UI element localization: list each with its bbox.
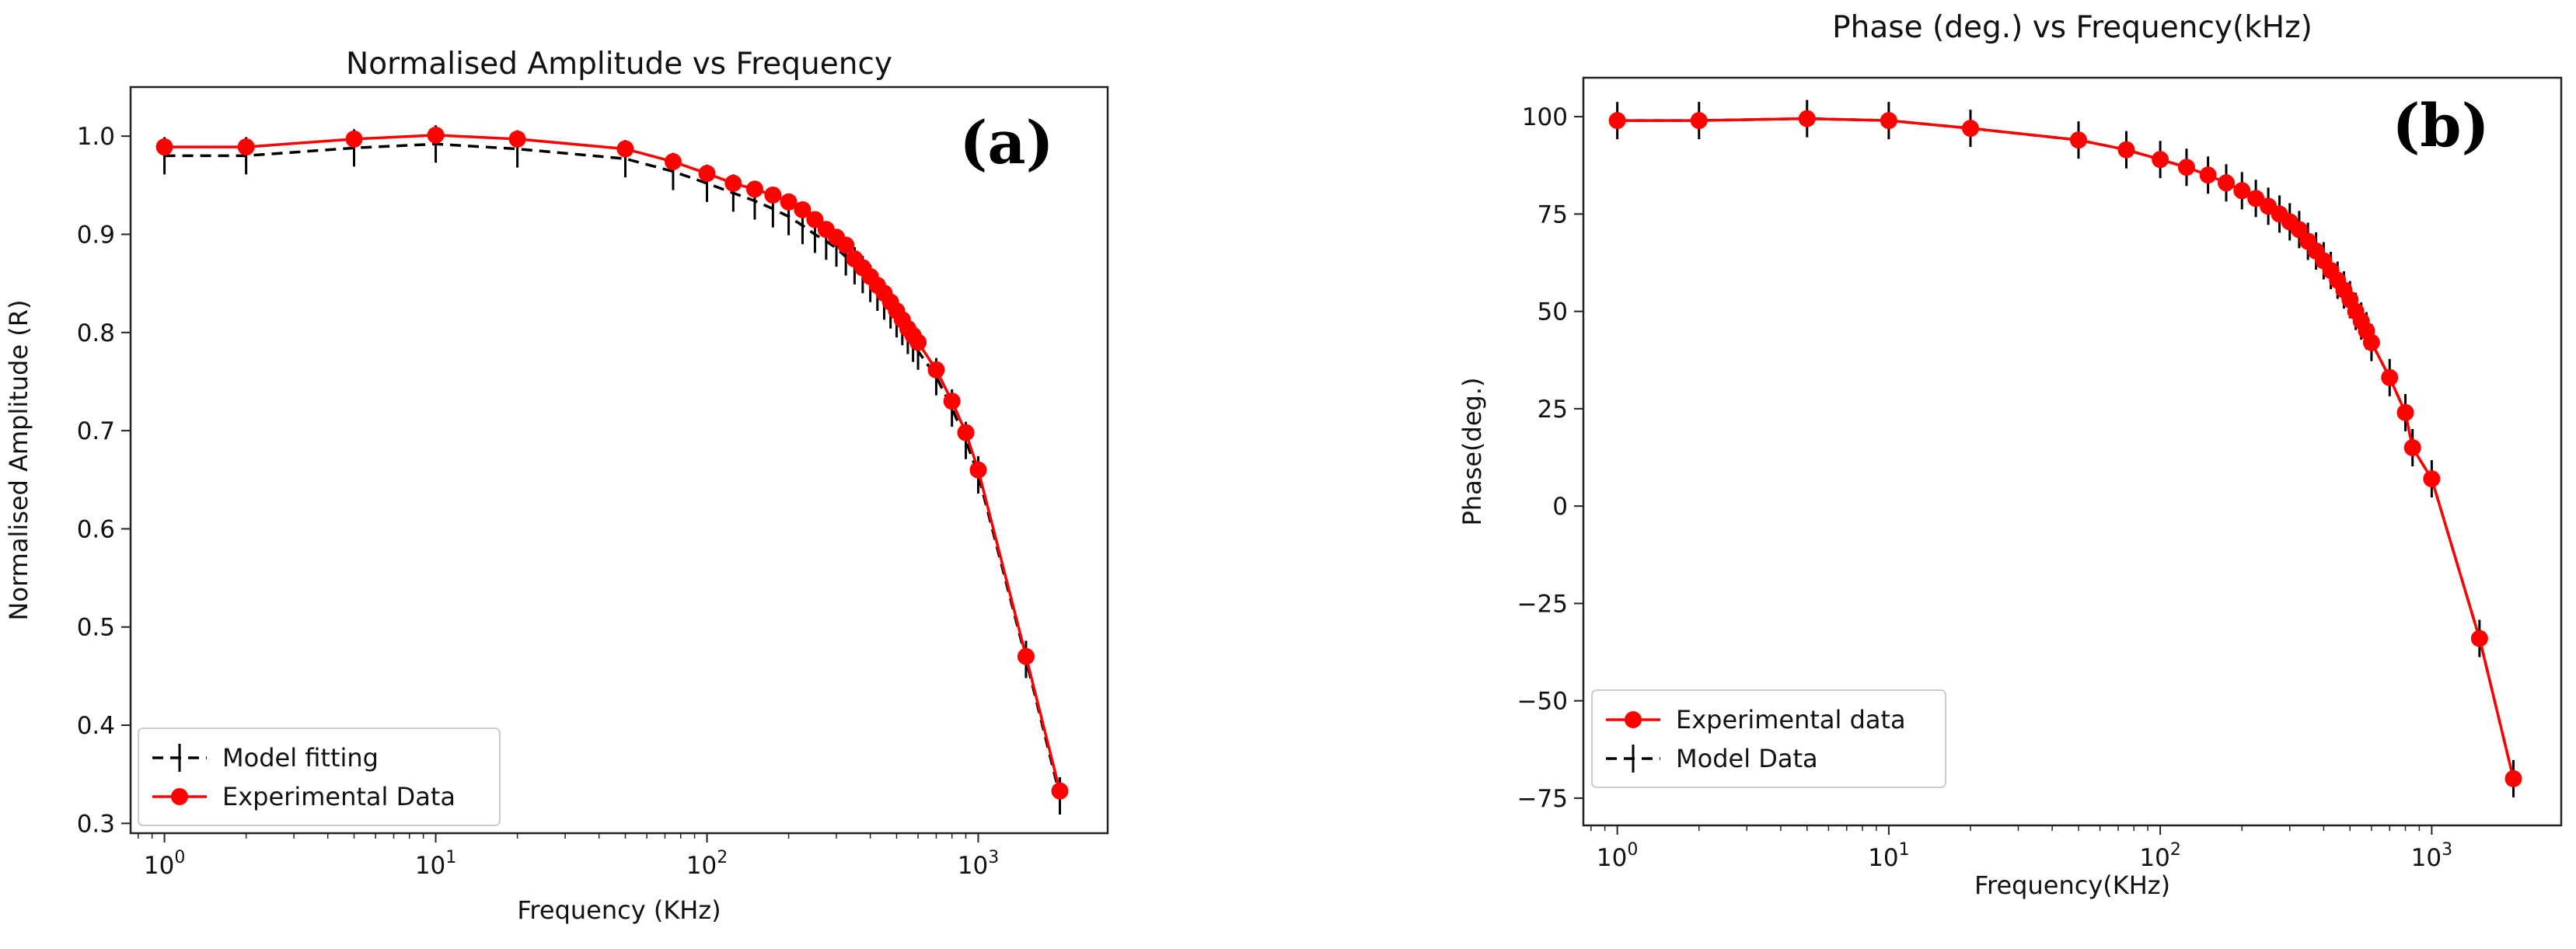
data-point xyxy=(724,174,742,192)
x-tick-label: 103 xyxy=(958,848,999,880)
y-tick-label: −25 xyxy=(1517,590,1568,618)
data-point xyxy=(2403,438,2421,456)
data-point xyxy=(837,236,855,254)
series-line-model xyxy=(164,142,1062,797)
data-point xyxy=(780,193,798,211)
data-point xyxy=(345,130,363,148)
y-tick-label: 0.3 xyxy=(77,810,115,838)
data-point xyxy=(237,138,255,156)
data-point xyxy=(2381,368,2399,386)
x-tick-label: 100 xyxy=(1597,840,1638,872)
x-tick-label: 101 xyxy=(415,848,456,880)
data-point xyxy=(927,361,945,379)
legend-entry: Experimental Data xyxy=(222,782,456,811)
data-point xyxy=(427,126,445,144)
y-axis-label: Phase(deg.) xyxy=(1457,378,1487,526)
data-point xyxy=(664,153,682,170)
data-point xyxy=(1017,647,1035,665)
legend-entry: Experimental data xyxy=(1676,705,1906,734)
y-axis-label: Normalised Amplitude (R) xyxy=(4,300,33,621)
y-tick-label: 0.6 xyxy=(77,515,115,543)
y-tick-label: −50 xyxy=(1517,688,1568,716)
data-point xyxy=(943,393,961,410)
data-point xyxy=(2218,174,2236,192)
data-point xyxy=(1608,112,1626,130)
x-axis-label: Frequency (KHz) xyxy=(517,895,721,925)
y-tick-label: 0.5 xyxy=(77,614,115,642)
x-tick-label: 102 xyxy=(2139,840,2180,872)
data-point xyxy=(155,138,173,156)
plot-area xyxy=(129,85,1109,835)
legend-marker xyxy=(171,788,188,805)
plot-area xyxy=(1582,76,2563,827)
data-point xyxy=(2177,159,2195,176)
chart-panel-a: Normalised Amplitude vs Frequency Frequen… xyxy=(4,47,1109,925)
data-point xyxy=(2233,182,2251,200)
data-point xyxy=(764,186,782,204)
data-point xyxy=(1051,782,1069,800)
chart-title: Phase (deg.) vs Frequency(kHz) xyxy=(1832,10,2312,45)
panel-label: (b) xyxy=(2392,91,2489,160)
data-point xyxy=(794,201,812,218)
series-line-experimental xyxy=(164,134,1062,792)
data-point xyxy=(2423,470,2441,488)
legend-entry: Model fitting xyxy=(222,743,379,773)
data-point xyxy=(909,333,927,351)
data-point xyxy=(2396,403,2414,421)
chart-panel-b: Phase (deg.) vs Frequency(kHz) Frequency(… xyxy=(1457,10,2563,900)
data-point xyxy=(2199,166,2217,184)
data-point xyxy=(969,461,987,479)
legend-box xyxy=(138,727,501,826)
y-tick-label: −75 xyxy=(1517,785,1568,813)
data-point xyxy=(2069,131,2087,149)
y-tick-label: 75 xyxy=(1538,201,1568,229)
data-point xyxy=(508,130,526,148)
y-tick-label: 0 xyxy=(1552,493,1568,521)
data-point xyxy=(698,165,716,183)
chart-title: Normalised Amplitude vs Frequency xyxy=(346,47,892,82)
y-tick-label: 0.8 xyxy=(77,319,115,347)
y-tick-label: 0.4 xyxy=(77,712,115,740)
y-tick-label: 0.9 xyxy=(77,221,115,249)
data-point xyxy=(1962,120,1980,138)
y-tick-label: 100 xyxy=(1522,103,1568,131)
y-tick-label: 50 xyxy=(1538,298,1568,326)
data-point xyxy=(2247,190,2265,208)
series-line-model xyxy=(1617,117,2515,780)
legend-box xyxy=(1591,689,1946,788)
data-point xyxy=(2362,333,2380,351)
data-point xyxy=(2290,221,2308,239)
x-tick-label: 102 xyxy=(686,848,728,880)
x-axis-label: Frequency(KHz) xyxy=(1974,870,2170,900)
data-point xyxy=(806,211,824,229)
data-point xyxy=(616,140,634,158)
y-tick-label: 0.7 xyxy=(77,417,115,445)
legend-marker xyxy=(1625,711,1642,728)
data-point xyxy=(1880,112,1897,130)
y-tick-label: 25 xyxy=(1538,396,1568,424)
data-point xyxy=(2117,141,2135,159)
series-line-experimental xyxy=(1617,117,2515,780)
data-point xyxy=(2470,630,2488,647)
data-point xyxy=(1690,112,1708,130)
data-point xyxy=(957,424,975,441)
data-point xyxy=(1798,110,1816,127)
data-point xyxy=(2152,151,2169,169)
data-point xyxy=(745,180,763,198)
data-point xyxy=(2504,769,2522,787)
panel-label: (a) xyxy=(959,108,1053,177)
legend-entry: Model Data xyxy=(1676,744,1818,773)
x-tick-label: 101 xyxy=(1868,840,1909,872)
x-tick-label: 100 xyxy=(144,848,185,880)
x-tick-label: 103 xyxy=(2411,840,2452,872)
y-tick-label: 1.0 xyxy=(77,123,115,151)
